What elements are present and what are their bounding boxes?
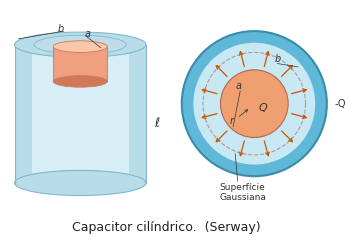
Text: a: a — [236, 81, 242, 91]
Text: Q: Q — [259, 103, 267, 112]
Polygon shape — [129, 45, 146, 183]
Text: a: a — [85, 29, 91, 39]
Text: ℓ: ℓ — [154, 117, 159, 130]
Ellipse shape — [53, 41, 107, 52]
Circle shape — [182, 31, 327, 176]
Text: b: b — [58, 24, 64, 34]
Text: r: r — [230, 116, 234, 126]
Polygon shape — [14, 45, 146, 183]
Text: -Q: -Q — [335, 99, 345, 109]
Ellipse shape — [34, 35, 126, 54]
Ellipse shape — [53, 76, 107, 87]
Circle shape — [220, 70, 288, 138]
Text: Capacitor cilíndrico.  (Serway): Capacitor cilíndrico. (Serway) — [72, 221, 260, 234]
Text: Superfície
Gaussiana: Superfície Gaussiana — [219, 183, 266, 202]
Circle shape — [194, 43, 315, 165]
Text: b: b — [274, 54, 280, 64]
Polygon shape — [14, 45, 32, 183]
Ellipse shape — [14, 32, 146, 57]
Polygon shape — [53, 46, 107, 81]
Ellipse shape — [14, 170, 146, 196]
